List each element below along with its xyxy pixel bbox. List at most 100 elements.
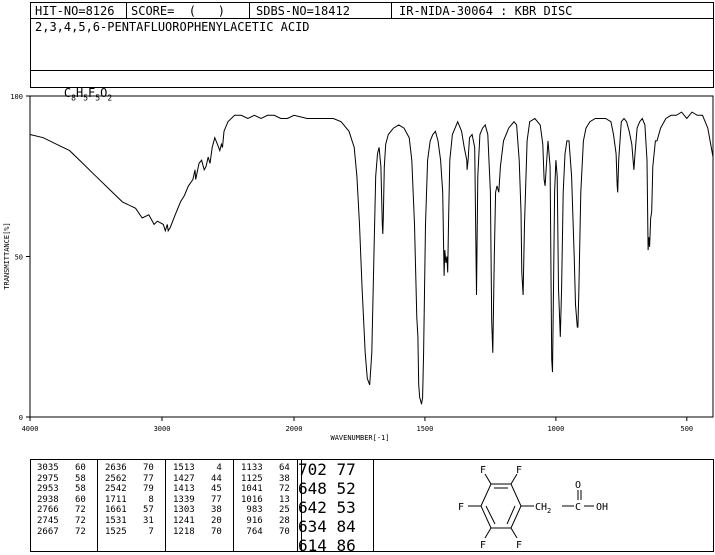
peak-row: 916 28: [241, 515, 290, 527]
peak-row: 1413 45: [173, 484, 222, 495]
peak-transmittance: 45: [194, 484, 222, 495]
peak-row: 614 86: [298, 536, 373, 555]
peak-transmittance: 77: [326, 460, 356, 479]
peak-wavenumber: 1218: [173, 526, 195, 537]
peak-wavenumber: 1339: [173, 494, 195, 505]
peak-transmittance: 79: [126, 484, 154, 495]
peak-wavenumber: 916: [241, 515, 263, 526]
peak-transmittance: 4: [194, 463, 222, 473]
peak-wavenumber: 1041: [241, 484, 263, 495]
peak-transmittance: 72: [58, 505, 86, 516]
peak-row: 2975 58: [37, 474, 86, 485]
table-divider: [301, 460, 302, 551]
peak-transmittance: 70: [262, 526, 290, 537]
spectrum-series-line: [29, 111, 714, 405]
peak-column: 3035 60 2975 58 2953 58 2938 60 2766 72 2745 …: [37, 463, 86, 537]
peak-row: 3035 60: [37, 463, 86, 474]
peak-wavenumber: 1413: [173, 484, 195, 495]
peak-transmittance: 60: [58, 494, 86, 505]
table-divider: [233, 460, 234, 551]
peak-wavenumber: 2766: [37, 505, 59, 516]
bond: [510, 473, 518, 485]
peak-wavenumber: 1513: [173, 463, 195, 473]
peak-transmittance: 20: [194, 515, 222, 526]
peak-wavenumber: 2542: [105, 484, 127, 495]
peak-row: 2953 58: [37, 484, 86, 495]
peak-wavenumber: 1016: [241, 494, 263, 505]
peak-row: 1125 38: [241, 474, 290, 485]
sdbs-number: SDBS-NO=18412: [256, 4, 350, 18]
peak-transmittance: 86: [326, 536, 356, 555]
peak-wavenumber: 1531: [105, 515, 127, 526]
peak-row: 983 25: [241, 505, 290, 516]
peak-wavenumber: 1303: [173, 505, 195, 516]
peak-row: 702 77: [298, 460, 373, 479]
peak-row: 2938 60: [37, 495, 86, 506]
peak-transmittance: 28: [262, 515, 290, 526]
bond: [484, 527, 492, 539]
peak-wavenumber: 1661: [105, 505, 127, 516]
peak-wavenumber: 1525: [105, 526, 127, 537]
peak-row: 2562 77: [105, 474, 154, 485]
peak-transmittance: 38: [194, 505, 222, 516]
peak-row: 1303 38: [173, 505, 222, 516]
peak-row: 1427 44: [173, 474, 222, 485]
peak-transmittance: 44: [194, 473, 222, 484]
peak-row: 2766 72: [37, 505, 86, 516]
atom-label: F: [458, 502, 464, 513]
peak-row: 1339 77: [173, 495, 222, 506]
peak-wavenumber: 2562: [105, 473, 127, 484]
peak-transmittance: 58: [58, 473, 86, 484]
header-divider: [391, 3, 392, 18]
compound-name-box: 2,3,4,5,6-PENTAFLUOROPHENYLACETIC ACID: [30, 18, 714, 71]
peak-transmittance: 60: [58, 463, 86, 473]
peak-transmittance: 52: [326, 479, 356, 498]
peak-table-extra: 702 77 648 52 642 53 634 84 614 86: [297, 459, 374, 555]
peak-wavenumber: 764: [241, 526, 263, 537]
bond: [484, 473, 492, 485]
peak-wavenumber: 634: [298, 517, 327, 536]
peak-row: 1218 70: [173, 527, 222, 538]
peak-column: 1513 4 1427 44 1413 45 1339 77 1303 38 1241 2…: [173, 463, 222, 537]
peak-row: 764 70: [241, 526, 290, 538]
hit-number: HIT-NO=8126: [35, 4, 115, 18]
peak-row: 1525 7: [105, 527, 154, 538]
peak-wavenumber: 1125: [241, 473, 263, 484]
peak-row: 1531 31: [105, 516, 154, 527]
x-tick-label: 1000: [547, 425, 564, 433]
peak-transmittance: 7: [126, 526, 154, 537]
peak-transmittance: 64: [262, 463, 290, 473]
plot-frame: [29, 95, 714, 418]
peak-row: 648 52: [298, 479, 373, 498]
header-divider: [249, 3, 250, 18]
peak-row: 1513 4: [173, 463, 222, 474]
peak-transmittance: 25: [262, 505, 290, 516]
peak-transmittance: 70: [194, 526, 222, 537]
peak-transmittance: 84: [326, 517, 356, 536]
peak-wavenumber: 614: [298, 536, 327, 555]
structure-box: F F F F F CH2 C O OH: [373, 459, 714, 552]
peak-transmittance: 72: [58, 526, 86, 537]
x-tick-label: 1500: [417, 425, 434, 433]
peak-wavenumber: 2636: [105, 463, 127, 473]
peak-transmittance: 77: [194, 494, 222, 505]
y-tick-label: 50: [15, 254, 23, 262]
atom-label: OH: [596, 502, 608, 513]
peak-row: 1241 20: [173, 516, 222, 527]
atom-label: F: [516, 465, 522, 476]
axis-ticks: [26, 95, 688, 421]
atom-label: C: [575, 502, 581, 513]
peak-column: 702 77 648 52 642 53 634 84 614 86: [298, 460, 373, 555]
y-tick-label: 0: [19, 414, 23, 422]
peak-row: 1016 13: [241, 495, 290, 506]
peak-transmittance: 53: [326, 498, 356, 517]
peak-row: 2745 72: [37, 516, 86, 527]
peak-wavenumber: 2975: [37, 473, 59, 484]
peak-wavenumber: 1133: [241, 463, 263, 473]
formula-box: C8H5F5O2: [30, 70, 714, 102]
peak-wavenumber: 2953: [37, 484, 59, 495]
peak-column: 1133 64 1125 38 1041 72 1016 13 983 25 916 …: [241, 463, 290, 537]
peak-row: 1661 57: [105, 505, 154, 516]
